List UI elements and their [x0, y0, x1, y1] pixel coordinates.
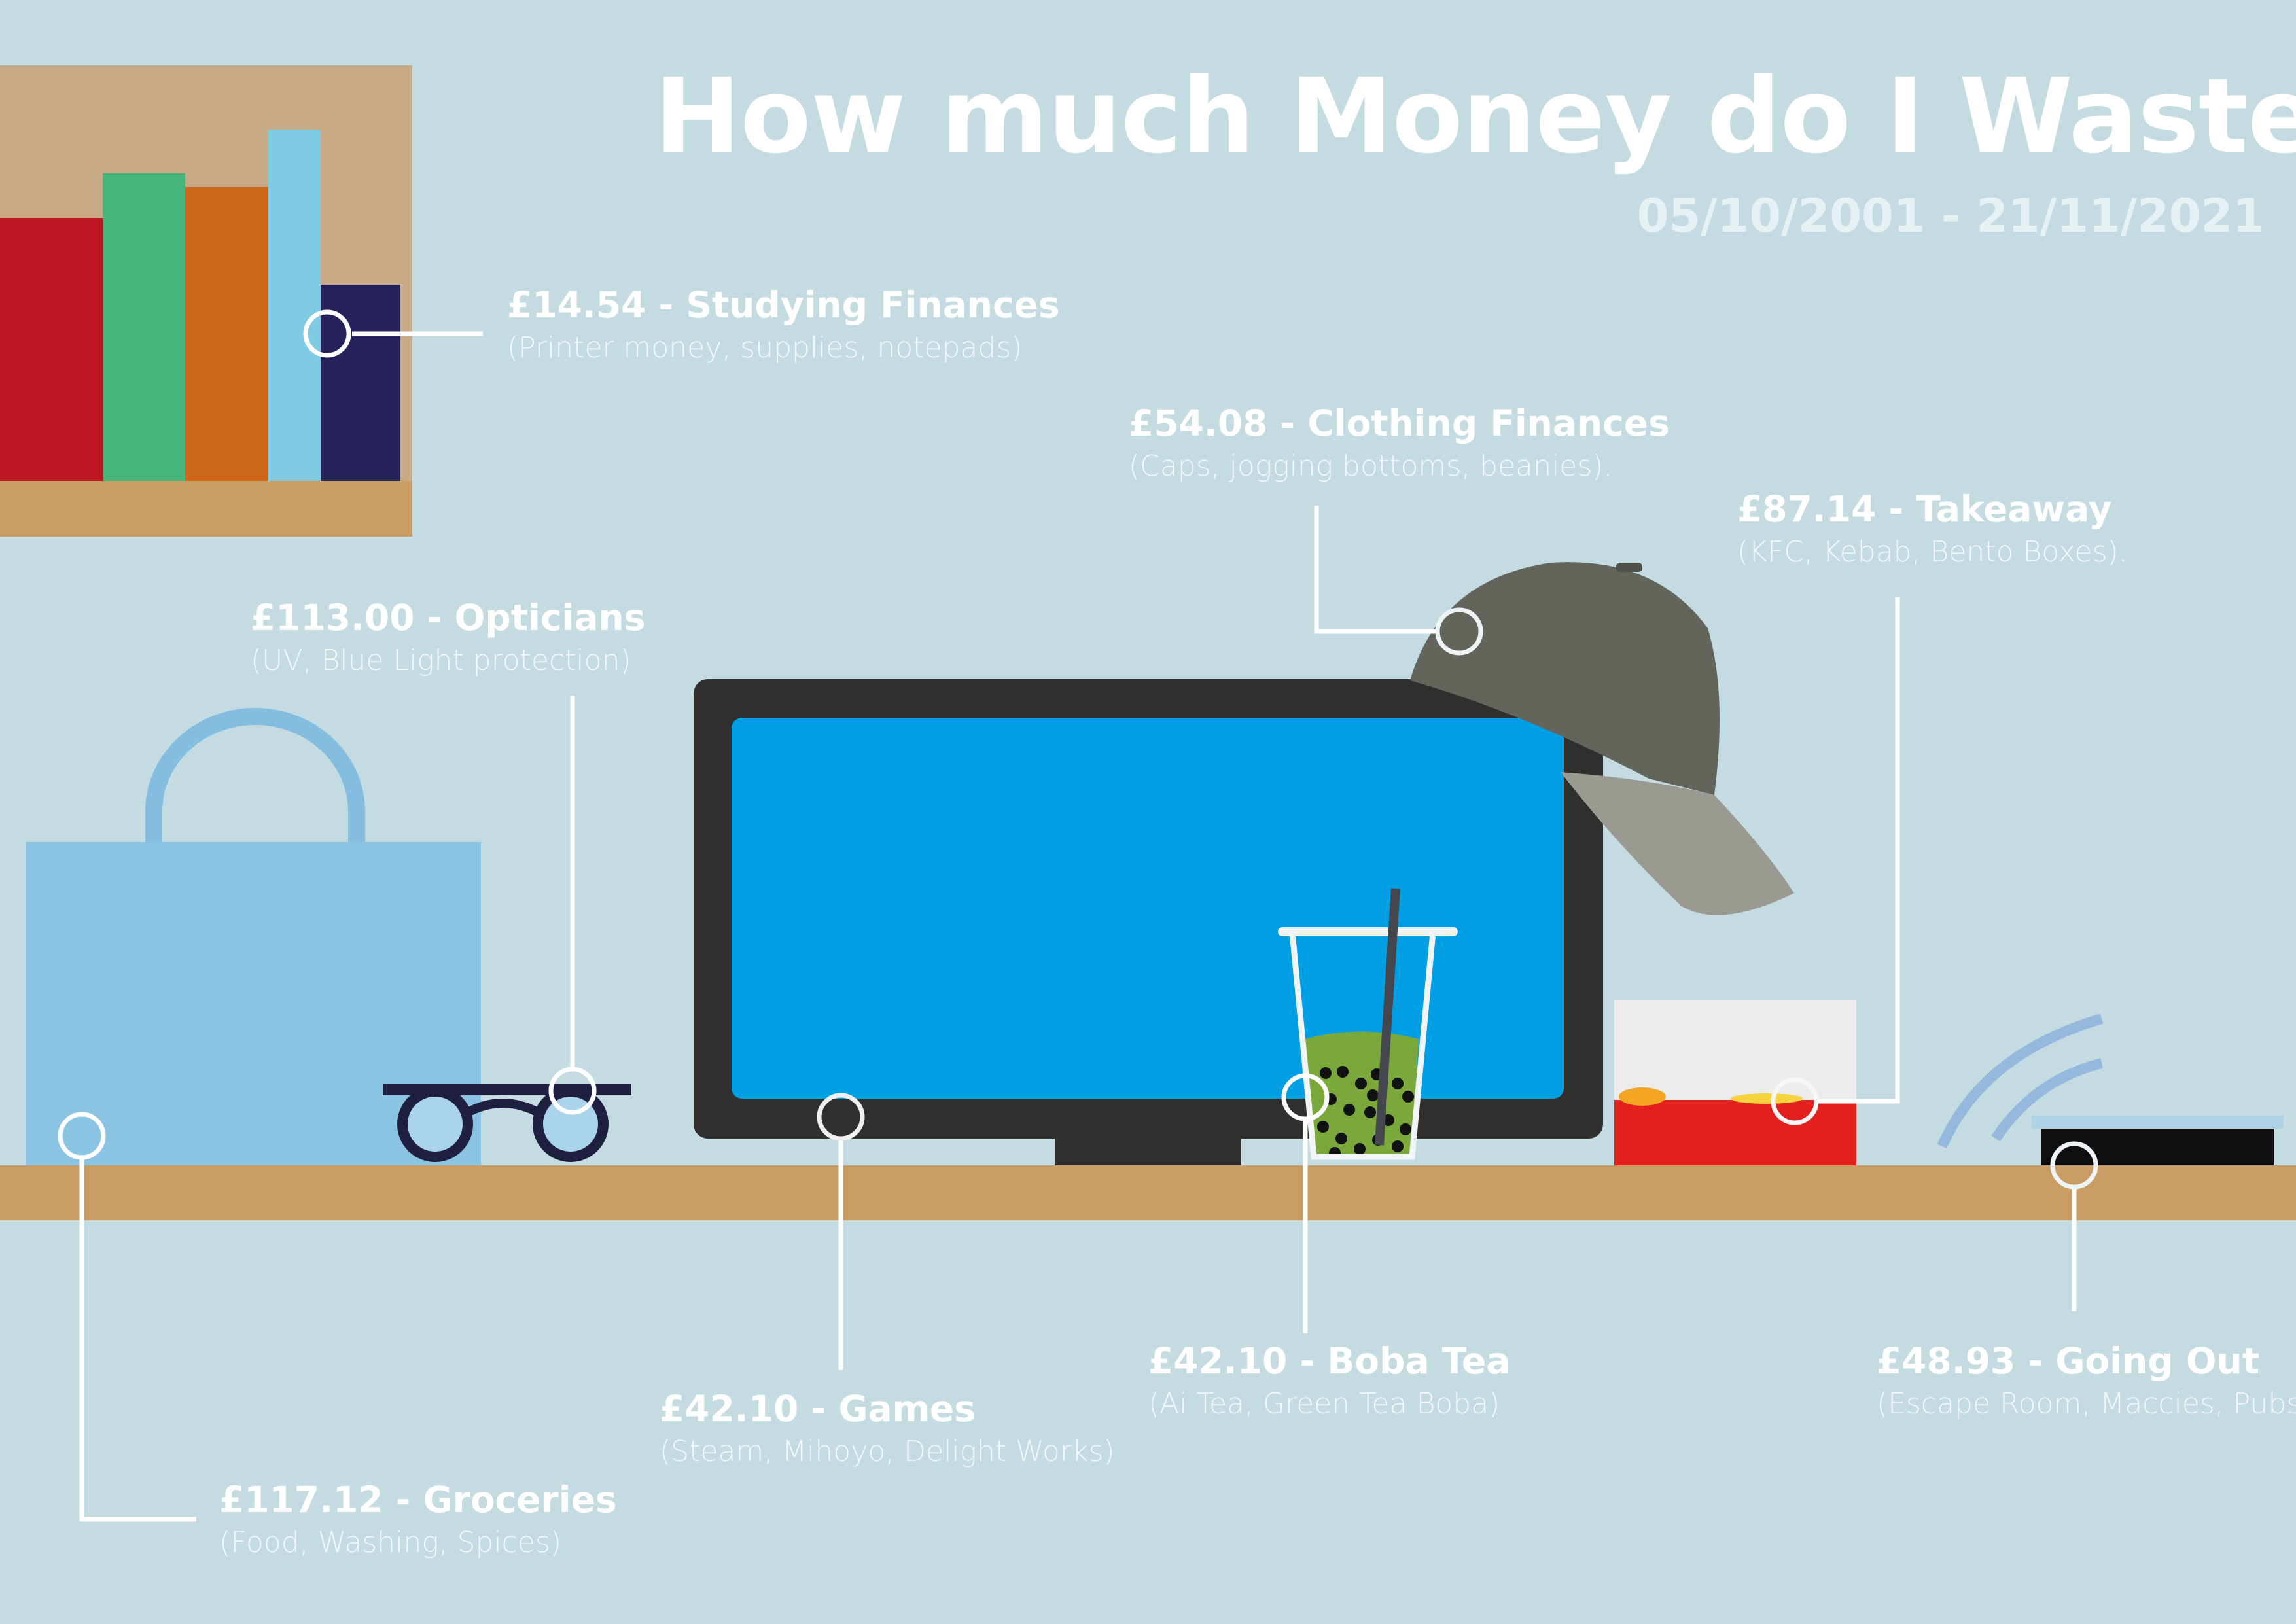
books-icon [0, 65, 412, 537]
callout-lines [58, 309, 2098, 1522]
label-takeaway: £87.14 - Takeaway [1737, 488, 2112, 530]
label-going-out: £48.93 - Going Out [1877, 1340, 2260, 1382]
note-going-out: (Escape Room, Maccies, Pubs) [1877, 1387, 2296, 1421]
note-boba: (Ai Tea, Green Tea Boba) [1148, 1387, 1500, 1421]
label-boba: £42.10 - Boba Tea [1148, 1340, 1511, 1382]
callout-marker-clothing [1435, 607, 1483, 656]
callout-marker-boba [1281, 1073, 1330, 1121]
page-title: How much Money do I Waste? [654, 56, 2296, 177]
callout-marker-takeaway [1771, 1077, 1819, 1125]
note-games: (Steam, Mihoyo, Delight Works) [660, 1435, 1115, 1468]
label-groceries: £117.12 - Groceries [219, 1479, 617, 1521]
label-studying: £14.54 - Studying Finances [507, 284, 1060, 326]
callout-marker-going-out [2050, 1141, 2098, 1190]
glasses-icon [383, 1084, 631, 1162]
note-opticians: (UV, Blue Light protection) [251, 644, 631, 677]
wifi-router-icon [1937, 1014, 2284, 1165]
callout-marker-opticians [548, 1067, 597, 1115]
note-studying: (Printer money, supplies, notepads) [507, 331, 1023, 364]
monitor-icon [694, 679, 1603, 1165]
cap-icon [1410, 562, 1794, 915]
boba-cup-icon [1278, 888, 1458, 1160]
desk-shelf [0, 1165, 2296, 1220]
label-opticians: £113.00 - Opticians [251, 597, 646, 639]
label-clothing: £54.08 - Clothing Finances [1129, 402, 1670, 444]
callout-line-groceries [79, 1159, 196, 1522]
takeaway-box-icon [1614, 1000, 1856, 1165]
note-groceries: (Food, Washing, Spices) [219, 1526, 562, 1559]
shopping-bag-icon [26, 708, 481, 1165]
callout-line-clothing [1314, 506, 1436, 634]
label-games: £42.10 - Games [660, 1388, 976, 1430]
note-takeaway: (KFC, Kebab, Bento Boxes). [1737, 535, 2128, 569]
date-range: 05/10/2001 - 21/11/2021 [1636, 189, 2265, 243]
note-clothing: (Caps, jogging bottoms, beanies). [1129, 450, 1613, 483]
callout-marker-groceries [58, 1112, 106, 1160]
callout-marker-studying [303, 309, 351, 358]
callout-line-takeaway [1818, 597, 1900, 1104]
callout-marker-games [817, 1093, 865, 1141]
